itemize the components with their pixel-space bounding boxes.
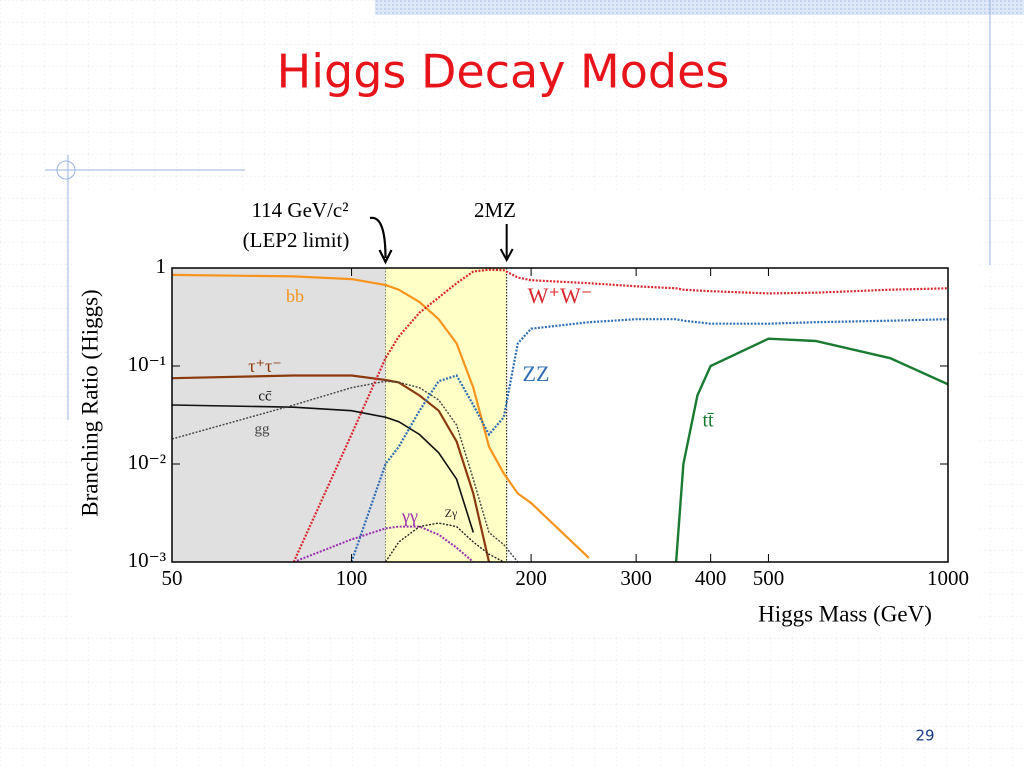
series-label: Zγ <box>445 506 458 520</box>
series-label: W⁺W⁻ <box>528 283 593 308</box>
arrow-head <box>499 248 514 263</box>
x-axis-title: Higgs Mass (GeV) <box>758 601 932 626</box>
chart: bb τ⁺τ⁻ cc̄ gg γγ Zγ W⁺W⁻ ZZ tt̄ 10⁻³ 10⁻² 10⁻¹ 1 50 1… <box>77 198 969 626</box>
x-tick-label: 500 <box>753 566 785 590</box>
series-line <box>384 522 505 563</box>
region <box>172 268 386 562</box>
x-tick-label: 100 <box>336 566 368 590</box>
series-label: τ⁺τ⁻ <box>248 356 281 376</box>
x-tick-label: 50 <box>162 566 183 590</box>
deco-circle <box>56 160 76 180</box>
annotation: (LEP2 limit) <box>243 228 350 252</box>
series-line <box>350 318 949 563</box>
x-tick-label: 400 <box>695 566 727 590</box>
x-tick-label: 200 <box>515 566 547 590</box>
series-line <box>292 268 949 563</box>
x-tick-label: 300 <box>620 566 652 590</box>
series-label: ZZ <box>523 361 550 386</box>
series-line <box>171 404 475 533</box>
plot-frame <box>171 267 949 563</box>
y-tick-label: 10⁻³ <box>128 548 166 572</box>
region <box>385 268 507 562</box>
y-axis-title: Branching Ratio (Higgs) <box>77 289 102 516</box>
top-bar <box>375 0 1024 15</box>
series-line <box>293 525 474 563</box>
series-label: tt̄ <box>702 410 714 432</box>
y-tick-label: 10⁻² <box>128 450 166 474</box>
series-line <box>171 380 519 563</box>
series-label: bb <box>286 286 304 306</box>
page-number: 29 <box>915 727 934 745</box>
annotation: 114 GeV/c² <box>251 198 348 222</box>
series-label: cc̄ <box>258 388 272 404</box>
x-tick-label: 1000 <box>927 566 969 590</box>
series-label: γγ <box>401 506 418 526</box>
arrow-head <box>378 249 393 265</box>
annotation-arrow <box>369 216 387 259</box>
y-tick-label: 10⁻¹ <box>128 352 166 376</box>
series-line <box>674 337 949 563</box>
series-label: gg <box>255 421 271 437</box>
slide-title: Higgs Decay Modes <box>277 45 730 99</box>
y-tick-label: 1 <box>156 254 167 278</box>
series-line <box>171 273 590 559</box>
series-line <box>171 374 491 563</box>
annotation: 2MZ <box>474 198 516 222</box>
